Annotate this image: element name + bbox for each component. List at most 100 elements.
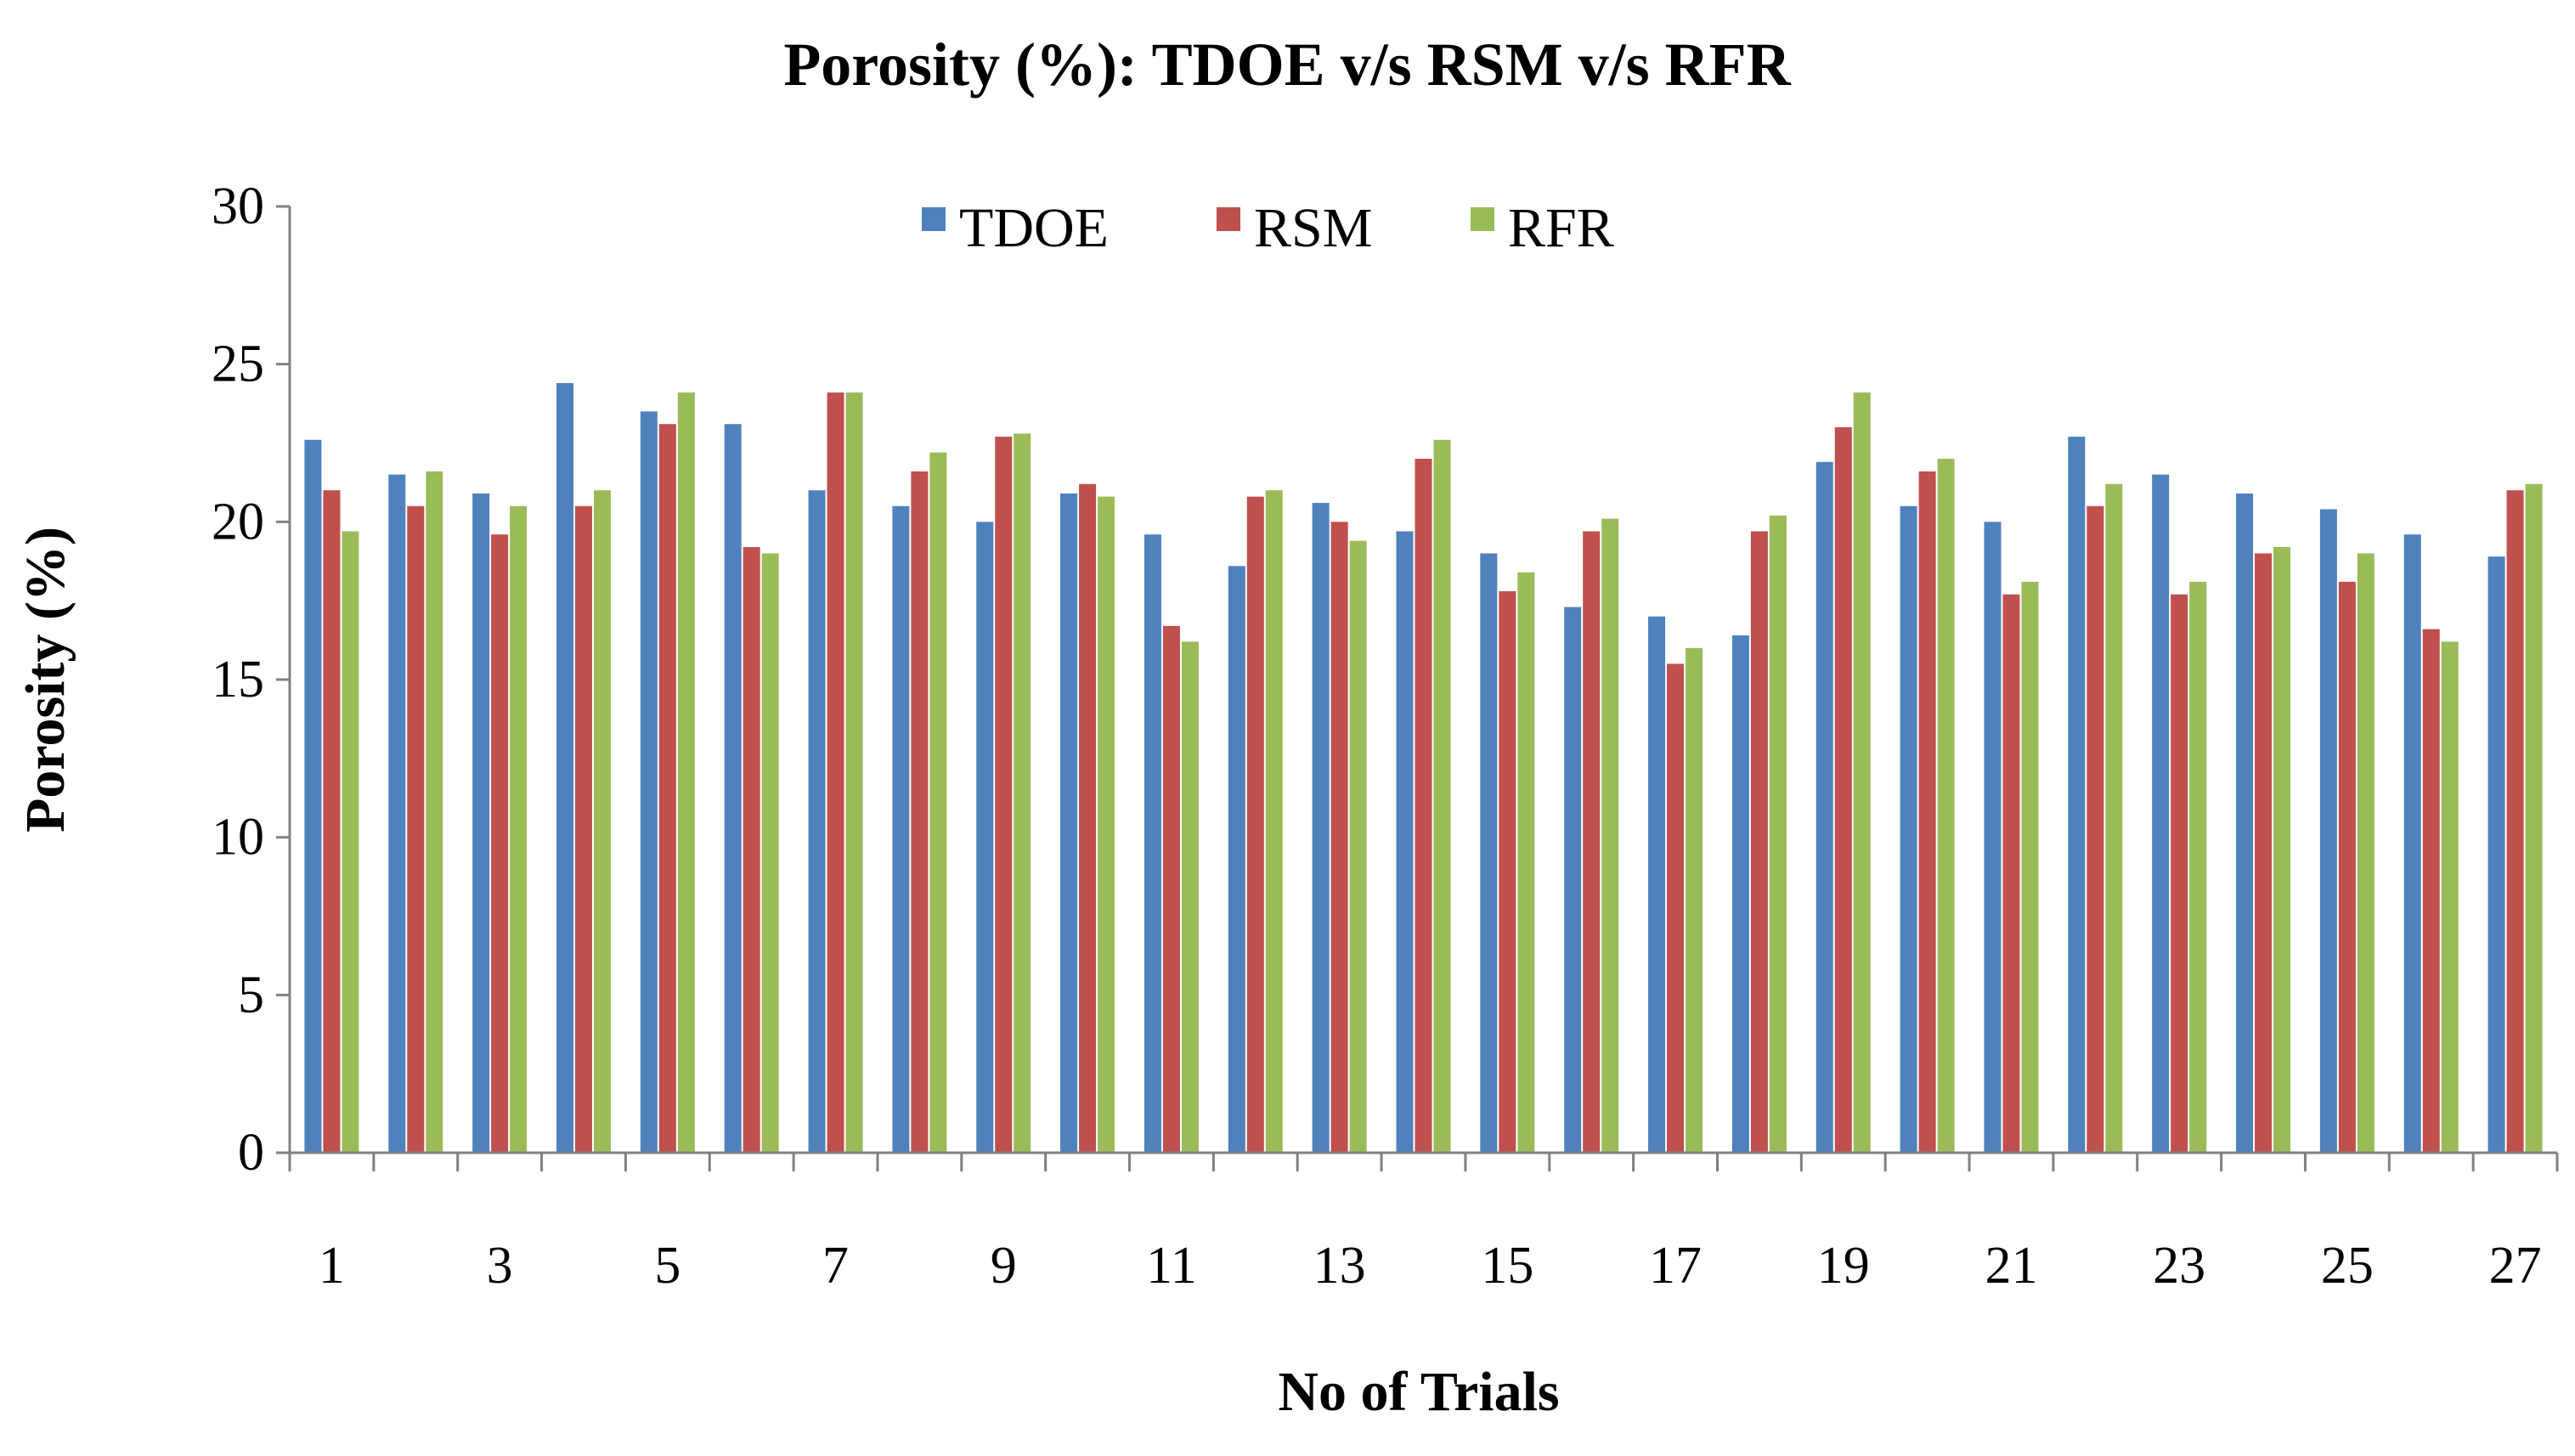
legend-swatch-rfr bbox=[1471, 207, 1494, 231]
bar-tdoe-trial-8 bbox=[892, 505, 910, 1153]
bar-rsm-trial-10 bbox=[1079, 483, 1097, 1153]
bar-rfr-trial-21 bbox=[2021, 581, 2039, 1153]
bar-rsm-trial-12 bbox=[1246, 496, 1264, 1153]
bar-rsm-trial-23 bbox=[2171, 594, 2188, 1153]
bar-rsm-trial-13 bbox=[1330, 522, 1348, 1153]
legend-label-tdoe: TDOE bbox=[959, 197, 1109, 259]
bar-tdoe-trial-15 bbox=[1480, 553, 1498, 1153]
bar-tdoe-trial-4 bbox=[556, 382, 573, 1153]
bar-rsm-trial-6 bbox=[743, 547, 760, 1153]
bar-rfr-trial-6 bbox=[761, 553, 779, 1153]
x-tick-label-11: 11 bbox=[1146, 1237, 1197, 1295]
bar-tdoe-trial-27 bbox=[2487, 556, 2505, 1153]
bar-rfr-trial-11 bbox=[1181, 641, 1199, 1153]
bar-tdoe-trial-13 bbox=[1312, 503, 1330, 1153]
bar-rsm-trial-5 bbox=[658, 424, 676, 1154]
y-tick-label-25: 25 bbox=[212, 336, 264, 393]
bar-tdoe-trial-24 bbox=[2236, 493, 2254, 1153]
bar-rfr-trial-24 bbox=[2273, 547, 2291, 1153]
bar-tdoe-trial-6 bbox=[724, 424, 742, 1154]
bar-rsm-trial-24 bbox=[2255, 553, 2273, 1153]
legend: TDOE RSM RFR bbox=[922, 197, 1614, 259]
bar-rsm-trial-4 bbox=[574, 505, 592, 1153]
y-axis-label: Porosity (%) bbox=[14, 527, 76, 832]
bar-tdoe-trial-21 bbox=[1984, 522, 2002, 1153]
x-tick-label-19: 19 bbox=[1817, 1237, 1870, 1295]
x-axis-label: No of Trials bbox=[1278, 1361, 1559, 1423]
bar-rsm-trial-27 bbox=[2506, 490, 2524, 1153]
bar-tdoe-trial-17 bbox=[1648, 616, 1666, 1153]
bar-rsm-trial-3 bbox=[491, 534, 509, 1153]
bar-rfr-trial-18 bbox=[1769, 515, 1787, 1153]
y-tick-label-20: 20 bbox=[212, 493, 264, 550]
bar-rfr-trial-10 bbox=[1098, 496, 1115, 1153]
bar-tdoe-trial-16 bbox=[1564, 607, 1582, 1153]
bar-tdoe-trial-11 bbox=[1144, 534, 1161, 1153]
bar-rfr-trial-7 bbox=[845, 392, 863, 1153]
bar-rsm-trial-20 bbox=[1918, 471, 1936, 1153]
bar-tdoe-trial-26 bbox=[2403, 534, 2421, 1153]
x-tick-label-17: 17 bbox=[1649, 1237, 1702, 1295]
bar-rfr-trial-25 bbox=[2357, 553, 2375, 1153]
bar-rfr-trial-19 bbox=[1853, 392, 1871, 1153]
legend-swatch-tdoe bbox=[922, 207, 946, 231]
x-tick-label-9: 9 bbox=[991, 1237, 1017, 1295]
bar-tdoe-trial-20 bbox=[1900, 505, 1917, 1153]
bar-tdoe-trial-3 bbox=[472, 493, 490, 1153]
y-tick-label-15: 15 bbox=[212, 651, 264, 708]
bar-rfr-trial-16 bbox=[1601, 518, 1619, 1153]
axes-group bbox=[288, 206, 2557, 1154]
bar-rsm-trial-25 bbox=[2338, 581, 2356, 1153]
bar-rsm-trial-1 bbox=[323, 490, 341, 1153]
bar-tdoe-trial-1 bbox=[304, 439, 322, 1153]
bars-group bbox=[304, 382, 2543, 1154]
bar-tdoe-trial-25 bbox=[2319, 509, 2337, 1153]
bar-rsm-trial-21 bbox=[2002, 594, 2020, 1153]
bar-tdoe-trial-2 bbox=[388, 474, 406, 1153]
bar-rsm-trial-22 bbox=[2087, 505, 2104, 1153]
bar-rfr-trial-3 bbox=[510, 505, 528, 1153]
y-tick-label-30: 30 bbox=[212, 178, 264, 235]
x-tick-label-21: 21 bbox=[1985, 1237, 2037, 1295]
legend-label-rsm: RSM bbox=[1254, 197, 1372, 259]
bar-rsm-trial-17 bbox=[1667, 663, 1685, 1153]
bar-rsm-trial-7 bbox=[827, 392, 844, 1153]
bar-rfr-trial-8 bbox=[929, 452, 947, 1153]
bar-rfr-trial-15 bbox=[1517, 572, 1535, 1153]
chart-title: Porosity (%): TDOE v/s RSM v/s RFR bbox=[783, 31, 1791, 99]
bar-tdoe-trial-23 bbox=[2152, 474, 2170, 1153]
bar-rfr-trial-13 bbox=[1349, 540, 1367, 1153]
y-tick-label-0: 0 bbox=[238, 1124, 264, 1182]
bar-rsm-trial-11 bbox=[1162, 625, 1180, 1153]
bar-rsm-trial-2 bbox=[407, 505, 425, 1153]
bar-rfr-trial-2 bbox=[426, 471, 443, 1153]
bar-rfr-trial-12 bbox=[1265, 490, 1283, 1153]
bar-tdoe-trial-7 bbox=[808, 490, 826, 1153]
bar-tdoe-trial-19 bbox=[1815, 461, 1833, 1153]
x-tick-label-7: 7 bbox=[822, 1237, 849, 1295]
x-tick-label-3: 3 bbox=[487, 1237, 513, 1295]
bar-tdoe-trial-5 bbox=[640, 411, 658, 1153]
bar-rsm-trial-18 bbox=[1750, 531, 1768, 1153]
bar-rsm-trial-19 bbox=[1834, 426, 1852, 1153]
bar-rsm-trial-15 bbox=[1499, 591, 1516, 1153]
bar-rfr-trial-27 bbox=[2525, 483, 2543, 1153]
legend-label-rfr: RFR bbox=[1508, 197, 1614, 259]
x-axis-ticks: 1 3 5 7 9 11 13 15 17 19 21 23 25 27 bbox=[288, 1153, 2559, 1295]
bar-rfr-trial-1 bbox=[342, 531, 359, 1153]
x-tick-label-27: 27 bbox=[2489, 1237, 2542, 1295]
x-tick-label-25: 25 bbox=[2321, 1237, 2374, 1295]
bar-rsm-trial-8 bbox=[911, 471, 929, 1153]
bar-rsm-trial-26 bbox=[2422, 629, 2440, 1153]
bar-tdoe-trial-10 bbox=[1060, 493, 1078, 1153]
y-tick-label-10: 10 bbox=[212, 809, 264, 866]
x-tick-label-1: 1 bbox=[319, 1237, 345, 1295]
bar-tdoe-trial-18 bbox=[1731, 635, 1749, 1153]
x-tick-label-15: 15 bbox=[1481, 1237, 1533, 1295]
legend-swatch-rsm bbox=[1217, 207, 1240, 231]
bar-rsm-trial-16 bbox=[1583, 531, 1601, 1153]
bar-tdoe-trial-14 bbox=[1396, 531, 1414, 1153]
bar-rsm-trial-9 bbox=[995, 437, 1013, 1153]
